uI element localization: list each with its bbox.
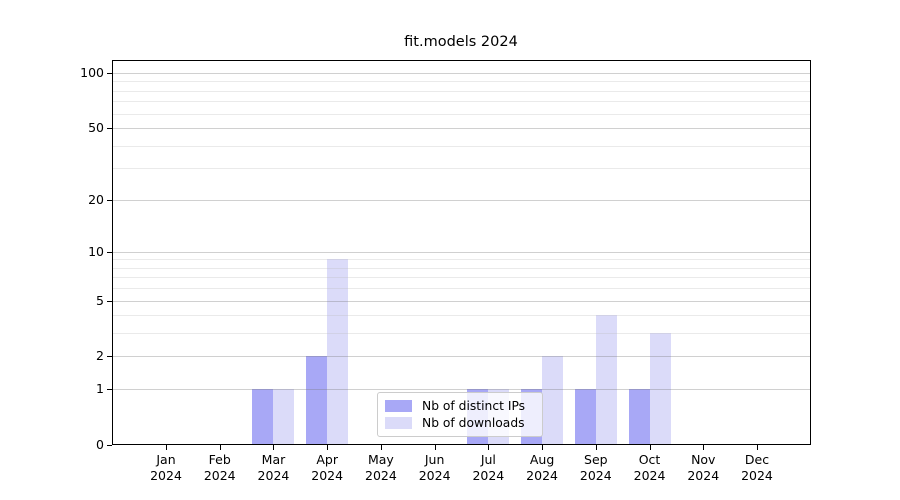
x-tick-label-oct: Oct 2024 <box>633 452 666 483</box>
bar-nb-of-downloads-apr <box>327 259 349 444</box>
legend-label-distinct-ips: Nb of distinct IPs <box>422 398 526 413</box>
major-gridline-1 <box>113 389 810 391</box>
x-tick-label-mar: Mar 2024 <box>257 452 290 483</box>
x-tick-label-jan: Jan 2024 <box>150 452 182 483</box>
y-tickmark-1 <box>107 389 112 391</box>
minor-gridline-90 <box>113 81 810 83</box>
legend-swatch-distinct-ips <box>385 399 412 412</box>
y-tickmark-0 <box>107 445 112 446</box>
x-tickmark-jul <box>488 445 490 450</box>
minor-gridline-3 <box>113 333 810 335</box>
minor-gridline-40 <box>113 145 810 147</box>
x-tick-label-sep: Sep 2024 <box>579 452 612 483</box>
bar-nb-of-downloads-sep <box>595 315 617 444</box>
major-gridline-100 <box>113 72 810 74</box>
legend-entry-distinct-ips: Nb of distinct IPs <box>385 399 536 413</box>
minor-gridline-30 <box>113 168 810 170</box>
minor-gridline-80 <box>113 90 810 92</box>
minor-gridline-6 <box>113 288 810 290</box>
minor-gridline-8 <box>113 267 810 269</box>
x-tickmark-jan <box>166 445 167 450</box>
bar-nb-of-downloads-mar <box>273 389 295 444</box>
major-gridline-2 <box>113 356 810 358</box>
major-gridline-5 <box>113 300 810 302</box>
x-tickmark-sep <box>595 445 597 450</box>
x-tick-label-jul: Jul 2024 <box>472 452 505 483</box>
x-tickmark-mar <box>273 445 275 450</box>
y-tick-label-2: 2 <box>96 348 104 364</box>
y-tick-label-20: 20 <box>88 191 104 207</box>
x-tickmark-apr <box>327 445 329 450</box>
x-tickmark-nov <box>703 445 705 450</box>
minor-gridline-7 <box>113 277 810 279</box>
legend-label-downloads: Nb of downloads <box>422 416 525 431</box>
x-tick-label-dec: Dec 2024 <box>741 452 773 483</box>
bar-nb-of-distinct-ips-apr <box>306 356 328 444</box>
legend-swatch-downloads <box>385 417 412 430</box>
minor-gridline-60 <box>113 113 810 115</box>
y-tick-label-5: 5 <box>96 292 104 308</box>
minor-gridline-9 <box>113 259 810 261</box>
x-tickmark-oct <box>649 445 651 450</box>
major-gridline-20 <box>113 199 810 201</box>
y-tickmark-50 <box>107 128 112 130</box>
y-tick-label-0: 0 <box>96 437 104 452</box>
chart-title: fit.models 2024 <box>404 34 518 50</box>
minor-gridline-70 <box>113 101 810 103</box>
x-tickmark-aug <box>542 445 544 450</box>
x-tick-label-apr: Apr 2024 <box>311 452 344 483</box>
x-tick-label-jun: Jun 2024 <box>418 452 451 483</box>
y-tickmark-5 <box>107 300 112 302</box>
x-tick-label-aug: Aug 2024 <box>526 452 558 483</box>
x-tickmark-dec <box>756 445 758 450</box>
legend-entry-downloads: Nb of downloads <box>385 416 536 430</box>
y-tickmark-20 <box>107 199 112 201</box>
minor-gridline-4 <box>113 315 810 317</box>
bar-nb-of-downloads-oct <box>649 333 671 444</box>
y-tick-label-10: 10 <box>88 243 104 259</box>
x-tick-label-feb: Feb 2024 <box>203 452 236 483</box>
y-tick-label-50: 50 <box>88 120 104 136</box>
x-tickmark-feb <box>219 445 221 450</box>
major-gridline-50 <box>113 128 810 129</box>
bar-nb-of-distinct-ips-oct <box>628 389 650 444</box>
plot-area <box>112 60 811 445</box>
x-tickmark-jun <box>434 445 436 450</box>
y-tickmark-2 <box>107 356 112 358</box>
y-tick-label-1: 1 <box>96 381 104 397</box>
bar-nb-of-downloads-aug <box>542 356 564 444</box>
x-tick-label-nov: Nov 2024 <box>687 452 720 483</box>
major-gridline-10 <box>113 251 810 253</box>
bar-nb-of-distinct-ips-sep <box>574 389 596 444</box>
x-tick-label-may: May 2024 <box>365 452 397 483</box>
y-tickmark-10 <box>107 251 112 253</box>
legend: Nb of distinct IPs Nb of downloads <box>377 392 543 437</box>
bar-nb-of-distinct-ips-mar <box>252 389 274 444</box>
x-tickmark-may <box>380 445 382 450</box>
y-tickmark-100 <box>107 72 112 74</box>
y-tick-label-100: 100 <box>80 64 104 80</box>
